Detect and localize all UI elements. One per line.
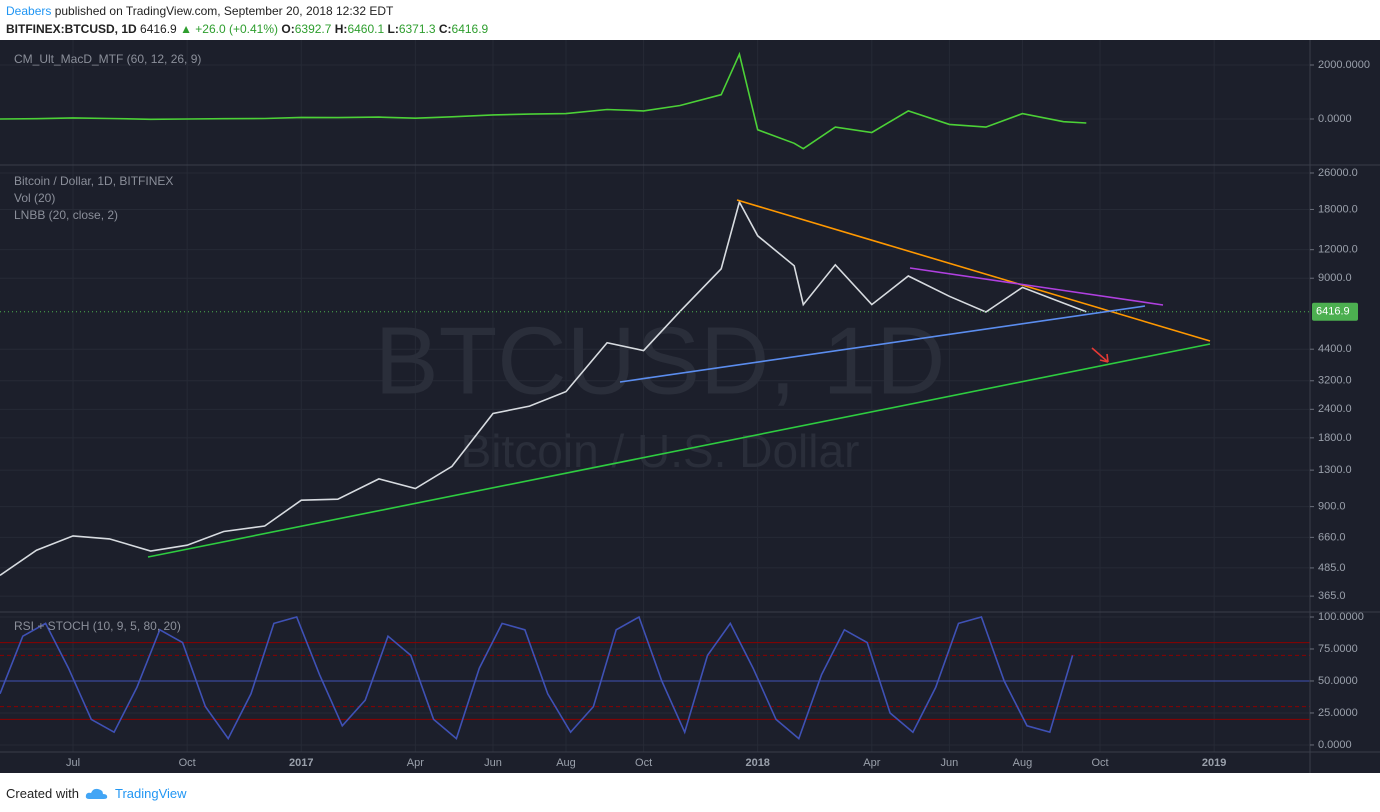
ohlc-value: 6416.9 [451,22,489,36]
created-with: Created with [6,786,79,801]
trend-line [909,267,1164,306]
y-tick-label: 0.0000 [1318,739,1352,751]
indicator: Vol (20) [14,191,55,205]
logo-cloud [85,788,108,799]
series-line [0,199,1087,577]
y-tick-label: 18000.0 [1318,203,1358,215]
y-tick-label: 75.0000 [1318,643,1358,655]
y-tick-label: 25.0000 [1318,707,1358,719]
x-tick-label: Oct [1091,757,1108,769]
y-tick-label: 3200.0 [1318,375,1352,387]
logo [85,788,108,799]
ohlc-value: 6371.3 [398,22,436,36]
y-tick-label: 1300.0 [1318,464,1352,476]
y-tick-label: 485.0 [1318,562,1346,574]
y-tick-label: 2000.0000 [1318,59,1370,71]
chart-background [0,40,1380,773]
chart: BTCUSD, 1D Bitcoin / U.S. Dollar CM_Ult_… [0,40,1380,773]
footer: Created with TradingView [6,786,187,801]
ohlc-label: L: [387,22,399,36]
series-line [0,615,1074,741]
x-tick-label: Oct [635,757,652,769]
published: published on TradingView.com, September … [54,4,394,18]
up-icon: ▲ [180,22,192,36]
y-tick-label: 4400.0 [1318,343,1352,355]
last-price-box [1312,302,1358,321]
header: Deabers published on TradingView.com, Se… [6,2,488,38]
y-tick-label: 12000.0 [1318,244,1358,256]
change: +26.0 (+0.41%) [195,22,279,36]
y-tick-label: 100.0000 [1318,611,1364,623]
trend-line [147,343,1211,558]
x-tick-label: Apr [407,757,424,769]
y-tick-label: 1800.0 [1318,432,1352,444]
ohlc-label: H: [334,22,348,36]
x-tick-label: Jun [941,757,959,769]
x-tick-label: 2018 [745,757,769,769]
y-tick-label: 900.0 [1318,501,1346,513]
ohlc-value: 6392.7 [294,22,332,36]
y-tick-label: 365.0 [1318,590,1346,602]
marks [0,51,1310,741]
y-tick-label: 660.0 [1318,531,1346,543]
ohlc-value: 6460.1 [347,22,385,36]
x-tick-label: 2017 [289,757,313,769]
ohlc-label: O: [281,22,295,36]
x-tick-label: Jun [484,757,502,769]
x-tick-label: Aug [556,757,576,769]
trend-line [619,305,1146,383]
publish-line: Deabers published on TradingView.com, Se… [6,2,488,20]
y-tick-label: 0.0000 [1318,113,1352,125]
y-tick-label: 26000.0 [1318,167,1358,179]
x-tick-label: 2019 [1202,757,1226,769]
y-tick-label: 50.0000 [1318,675,1358,687]
arrow [1091,347,1109,363]
watermark-symbol: BTCUSD, 1D [375,307,946,414]
last: 6416.9 [140,22,177,36]
pane-title: CM_Ult_MacD_MTF (60, 12, 26, 9) [14,52,201,66]
indicator: LNBB (20, close, 2) [14,208,118,222]
ohlc-label: C: [438,22,452,36]
series-line [0,51,1087,150]
x-tick-label: Oct [179,757,196,769]
author[interactable]: Deabers [6,4,52,18]
x-tick-label: Jul [66,757,80,769]
watermark-name: Bitcoin / U.S. Dollar [461,425,860,477]
x-tick-label: Apr [863,757,880,769]
symbol: BITFINEX:BTCUSD, 1D [6,22,137,36]
symbol-line: BITFINEX:BTCUSD, 1D 6416.9 ▲ +26.0 (+0.4… [6,20,488,38]
y-tick-label: 2400.0 [1318,403,1352,415]
x-tick-label: Aug [1013,757,1033,769]
y-tick-label: 9000.0 [1318,272,1352,284]
last-price-label: 6416.9 [1316,306,1350,318]
trend-line [736,199,1211,342]
pane-title: Bitcoin / Dollar, 1D, BITFINEX [14,174,173,188]
drawings [147,199,1211,558]
pane-title: RSI + STOCH (10, 9, 5, 80, 20) [14,619,181,633]
brand[interactable]: TradingView [114,786,187,801]
